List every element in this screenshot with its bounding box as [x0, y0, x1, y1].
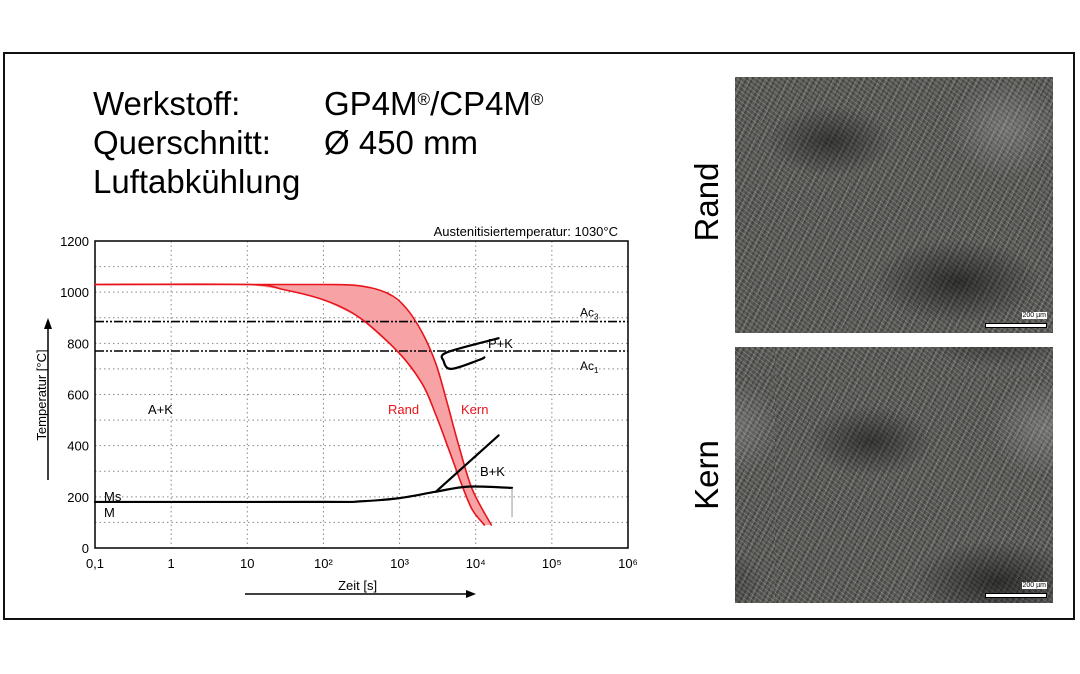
plot-frame [94, 240, 629, 549]
annotation-ms: Ms [104, 489, 122, 504]
y-tick-label: 0 [82, 541, 89, 556]
series-p-k-nose [440, 337, 500, 370]
y-tick-label: 1200 [60, 234, 89, 249]
x-tick-label: 1 [168, 556, 175, 571]
figure-frame [3, 52, 1075, 620]
series-kern [94, 283, 493, 526]
y-axis-arrowhead [44, 318, 52, 329]
annotation-rand: Rand [388, 402, 419, 417]
series-b-k-boundary [434, 434, 500, 493]
scale-bar: 200 µm [985, 574, 1047, 598]
series-ms [93, 485, 514, 504]
x-axis-label: Zeit [s] [338, 578, 377, 593]
material-value: GP4M®/CP4M® [324, 85, 544, 122]
section-value: Ø 450 mm [324, 124, 479, 161]
cooling-label: Luftabkühlung [93, 163, 301, 200]
material-row: Werkstoff: GP4M®/CP4M® [93, 85, 543, 122]
y-tick-label: 1000 [60, 285, 89, 300]
micrograph-label-rand: Rand [688, 162, 725, 242]
y-axis-label: Temperatur [°C] [34, 349, 49, 440]
chart-title: Austenitisiertemperatur: 1030°C [434, 224, 618, 239]
x-tick-label: 10 [240, 556, 254, 571]
x-tick-label: 10⁶ [618, 556, 638, 571]
scale-bar: 200 µm [985, 304, 1047, 328]
annotation-p-k: P+K [488, 336, 513, 351]
micrograph-label-kern: Kern [688, 440, 725, 510]
x-axis-arrowhead [466, 590, 476, 598]
section-row: Querschnitt: Ø 450 mm [93, 124, 478, 161]
y-tick-label: 600 [67, 388, 89, 403]
annotation-kern: Kern [461, 402, 488, 417]
series-rand [94, 283, 486, 526]
x-tick-label: 10³ [390, 556, 409, 571]
ref-label-ac3: Ac3 [580, 306, 599, 322]
x-tick-label: 0,1 [86, 556, 104, 571]
x-tick-label: 10⁴ [466, 556, 486, 571]
y-tick-label: 800 [67, 336, 89, 351]
rand-kern-band [95, 284, 492, 525]
section-label: Querschnitt: [93, 124, 271, 161]
y-tick-label: 400 [67, 439, 89, 454]
x-tick-label: 10⁵ [542, 556, 562, 571]
ref-label-ac1: Ac1 [580, 359, 599, 375]
annotation-b-k: B+K [480, 464, 505, 479]
y-tick-label: 200 [67, 490, 89, 505]
scale-label: 200 µm [1021, 582, 1047, 589]
micrograph-kern: 200 µm [735, 347, 1053, 603]
x-tick-label: 10² [314, 556, 333, 571]
annotation-m: M [104, 505, 115, 520]
scale-label: 200 µm [1021, 312, 1047, 319]
micrograph-rand: 200 µm [735, 77, 1053, 333]
annotation-a-k: A+K [148, 402, 173, 417]
material-label: Werkstoff: [93, 85, 241, 122]
